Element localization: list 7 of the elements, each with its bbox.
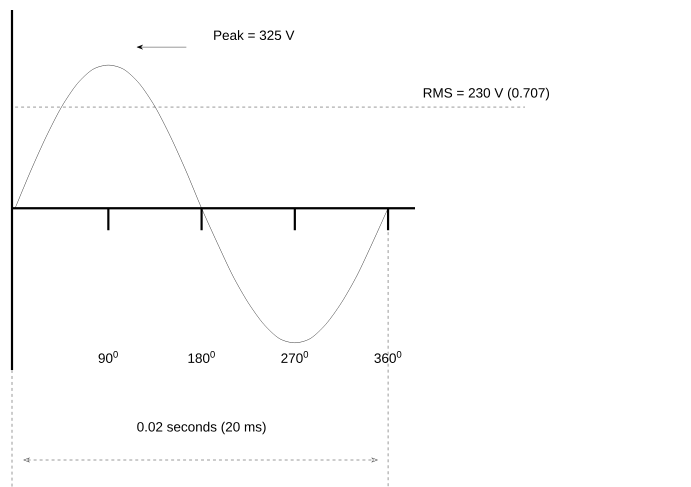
text: Peak = 325 V <box>214 30 294 40</box>
x-tick-label: 270$^{0}$ <box>281 351 308 363</box>
x-tick-label: 360$^{0}$ <box>374 351 402 363</box>
x-tick-label: 90$^{0}$ <box>98 351 118 363</box>
text: 0.02 seconds (20 ms) <box>137 422 266 434</box>
ref-line-label: RMS = 230 V (0.707) <box>424 88 550 100</box>
x-tick-label: 180$^{0}$ <box>188 351 215 363</box>
